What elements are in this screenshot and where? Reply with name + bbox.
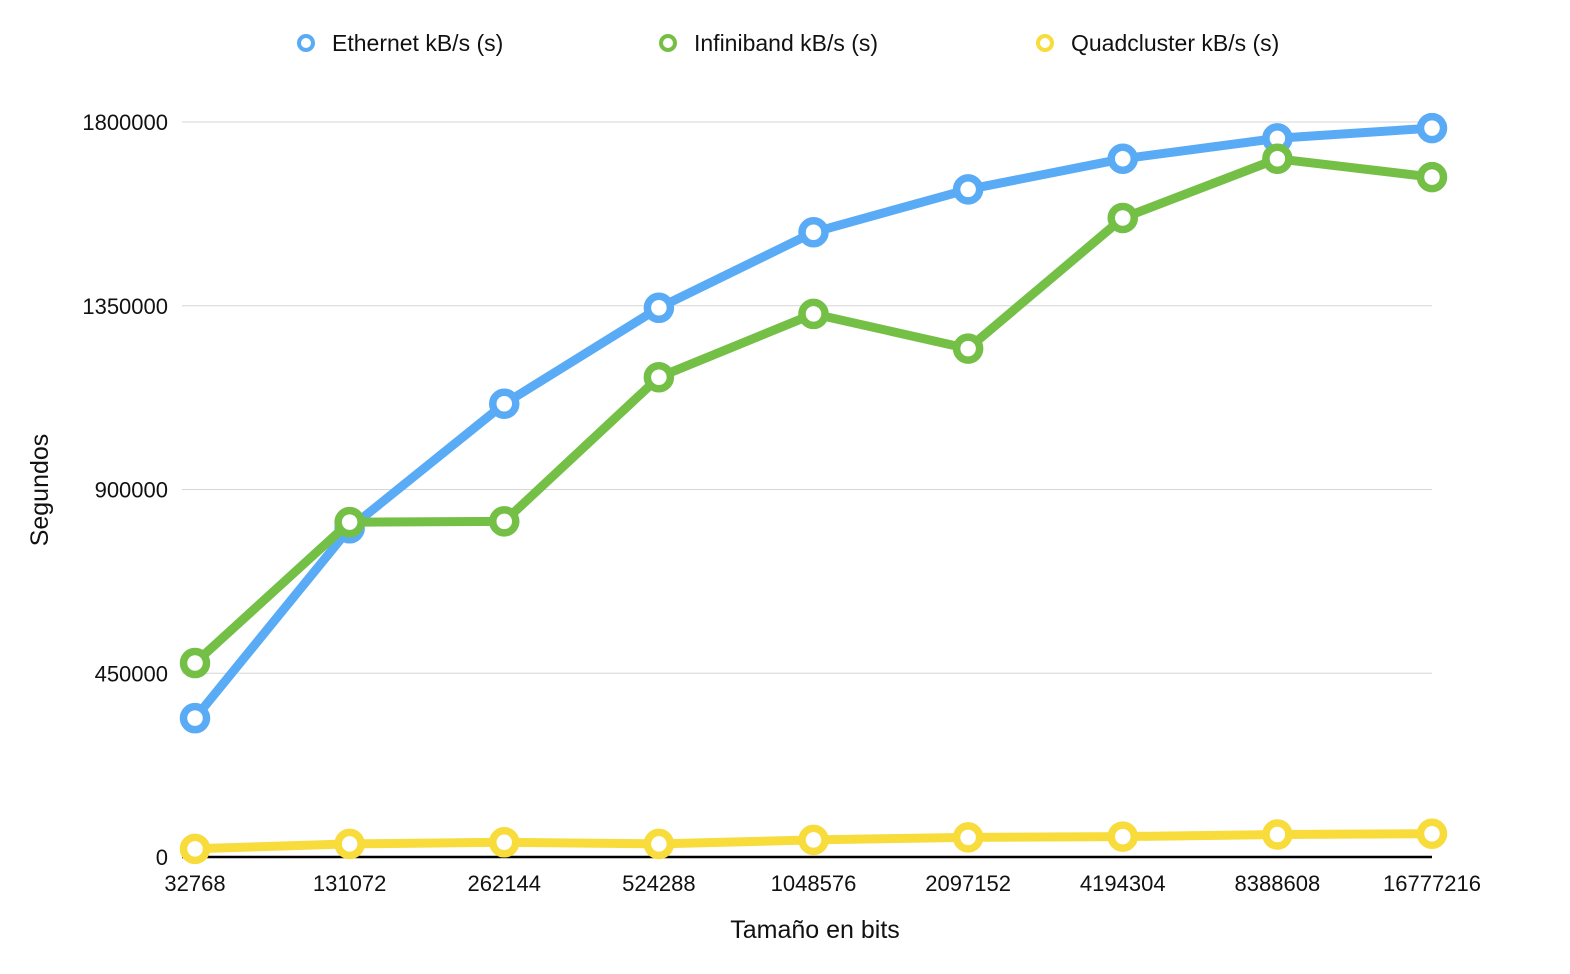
data-point — [952, 333, 984, 364]
x-tick-label: 32768 — [164, 871, 225, 896]
x-tick-label: 8388608 — [1235, 871, 1321, 896]
x-tick-label: 131072 — [313, 871, 386, 896]
data-point — [798, 298, 829, 330]
data-point — [1416, 818, 1448, 849]
data-point — [489, 827, 520, 858]
data-point — [1262, 819, 1293, 850]
x-tick-label: 4194304 — [1080, 871, 1166, 896]
series-2 — [179, 143, 1448, 679]
legend-label: Ethernet kB/s (s) — [332, 30, 503, 56]
series-layer — [179, 112, 1448, 865]
data-point — [643, 828, 675, 860]
data-point — [798, 824, 829, 856]
data-point — [643, 292, 675, 324]
series-line — [190, 123, 1437, 723]
y-axis-title: Segundos — [26, 434, 54, 547]
data-point — [1107, 821, 1138, 852]
series-3 — [179, 818, 1448, 865]
legend-item: Quadcluster kB/s (s) — [1036, 30, 1279, 56]
legend: Ethernet kB/s (s) Infiniband kB/s (s) Quad… — [297, 30, 1279, 56]
data-point — [334, 506, 365, 538]
data-point — [952, 822, 984, 853]
x-axis-tick-labels: 32768 131072 262144 524288 1048576 2097152 419… — [164, 871, 1481, 896]
x-tick-label: 262144 — [468, 871, 541, 896]
data-point — [1107, 202, 1138, 234]
data-point — [643, 361, 675, 393]
data-point — [798, 217, 829, 248]
y-tick-label: 1800000 — [82, 110, 168, 135]
y-tick-label: 0 — [156, 845, 168, 870]
x-tick-label: 2097152 — [925, 871, 1011, 896]
legend-marker — [297, 34, 315, 52]
data-point — [1262, 143, 1293, 174]
y-tick-label: 1350000 — [82, 294, 168, 319]
data-point — [1107, 143, 1138, 174]
legend-item: Infiniband kB/s (s) — [659, 30, 878, 56]
data-point — [179, 647, 211, 679]
data-point — [1416, 112, 1448, 144]
data-point — [179, 833, 211, 865]
data-point — [952, 174, 984, 205]
x-tick-label: 16777216 — [1383, 871, 1481, 896]
data-point — [179, 702, 211, 734]
x-axis-title: Tamaño en bits — [730, 916, 900, 944]
legend-label: Quadcluster kB/s (s) — [1071, 30, 1279, 56]
data-point — [489, 388, 520, 419]
legend-item: Ethernet kB/s (s) — [297, 30, 503, 56]
legend-label: Infiniband kB/s (s) — [694, 30, 878, 56]
data-point — [489, 506, 520, 537]
legend-marker — [659, 34, 677, 52]
x-tick-label: 1048576 — [771, 871, 857, 896]
data-point — [334, 828, 365, 860]
y-tick-label: 900000 — [95, 478, 168, 503]
legend-marker — [1036, 34, 1054, 52]
series-1 — [179, 112, 1448, 734]
data-point — [1416, 161, 1448, 193]
x-tick-label: 524288 — [622, 871, 695, 896]
y-tick-label: 450000 — [95, 661, 168, 686]
y-axis-tick-labels: 0 450000 900000 1350000 1800000 — [82, 110, 168, 870]
grid-lines — [182, 121, 1432, 859]
